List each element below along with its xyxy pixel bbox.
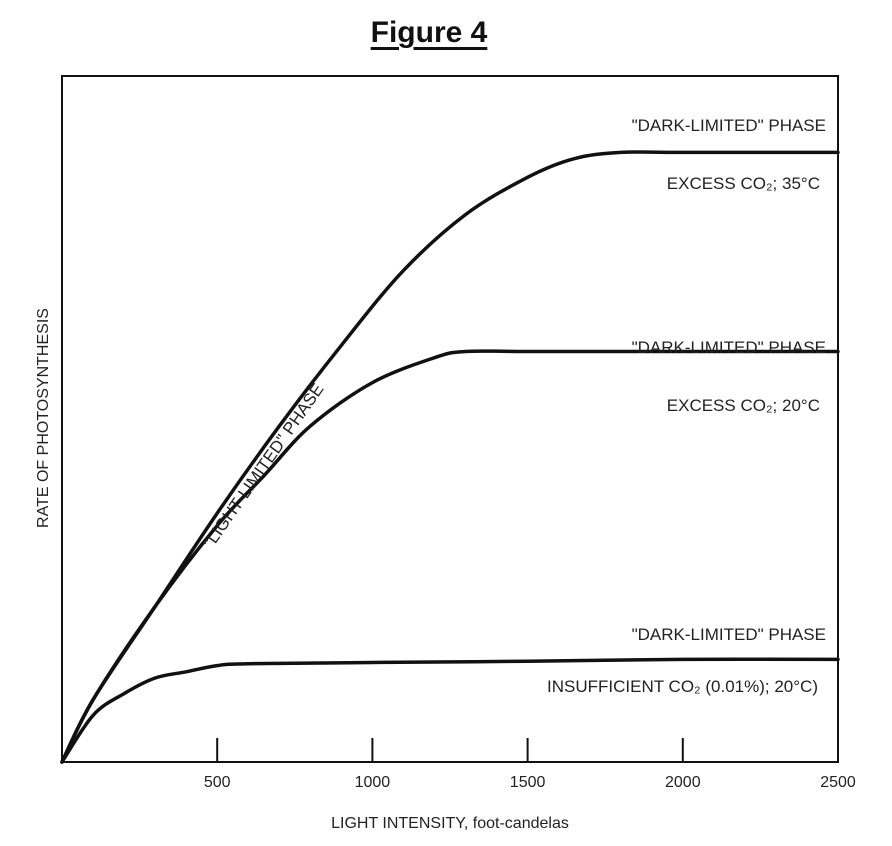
series-condition-label: EXCESS CO₂; 35°C	[667, 174, 820, 193]
y-axis-label: RATE OF PHOTOSYNTHESIS	[35, 308, 52, 528]
series-condition-label: EXCESS CO₂; 20°C	[667, 396, 820, 415]
x-tick-label: 1000	[355, 774, 391, 791]
curve-excess-co2-20c	[60, 349, 840, 764]
dark-limited-phase-label: "DARK-LIMITED" PHASE	[632, 338, 826, 357]
curve-insufficient-co2-20c	[60, 657, 840, 764]
series-condition-label: INSUFFICIENT CO₂ (0.01%); 20°C)	[547, 677, 818, 696]
light-limited-phase-annotation: "LIGHT-LIMITED" PHASE	[199, 380, 327, 552]
x-tick-label: 1500	[510, 774, 546, 791]
plot-frame	[61, 75, 839, 763]
x-tick-label: 500	[204, 774, 231, 791]
x-tick-label: 2500	[820, 774, 856, 791]
figure-title: Figure 4	[370, 16, 488, 49]
curve-excess-co2-35c	[60, 150, 840, 764]
x-axis-label: LIGHT INTENSITY, foot-candelas	[331, 815, 569, 832]
x-tick-label: 2000	[665, 774, 701, 791]
dark-limited-phase-label: "DARK-LIMITED" PHASE	[632, 116, 826, 135]
dark-limited-phase-label: "DARK-LIMITED" PHASE	[632, 625, 826, 644]
